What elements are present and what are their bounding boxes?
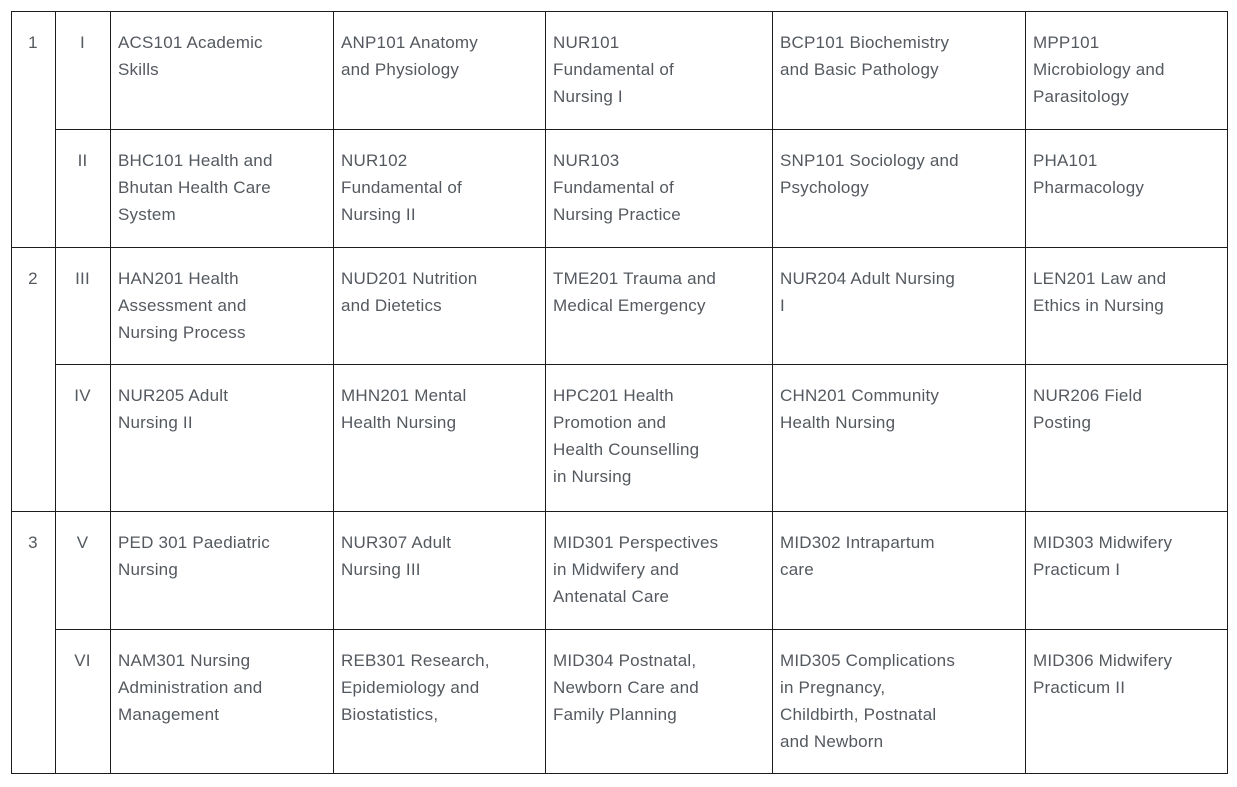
table-row: IV NUR205 Adult Nursing II MHN201 Mental…: [12, 364, 1228, 512]
year-cell: 1: [11, 11, 56, 248]
course-cell: MPP101 Microbiology and Parasitology: [1025, 11, 1228, 130]
semester-cell: VI: [55, 629, 111, 774]
table-row: 3 V PED 301 Paediatric Nursing NUR307 Ad…: [11, 511, 1228, 774]
course-cell: MID306 Midwifery Practicum II: [1025, 629, 1228, 774]
course-cell: ANP101 Anatomy and Physiology: [333, 11, 546, 130]
course-cell: NUR102 Fundamental of Nursing II: [333, 129, 546, 248]
course-cell: PHA101 Pharmacology: [1025, 129, 1228, 248]
course-cell: ACS101 Academic Skills: [110, 11, 334, 130]
year-cell: 3: [11, 511, 56, 774]
course-cell: CHN201 Community Health Nursing: [772, 364, 1026, 512]
table-row: II BHC101 Health and Bhutan Health Care …: [12, 129, 1228, 248]
table-row: VI NAM301 Nursing Administration and Man…: [12, 629, 1228, 774]
course-cell: NUR307 Adult Nursing III: [333, 511, 546, 630]
course-cell: NUR204 Adult Nursing I: [772, 247, 1026, 365]
course-cell: MID303 Midwifery Practicum I: [1025, 511, 1228, 630]
semester-cell: V: [55, 511, 111, 630]
table-row: 2 III HAN201 Health Assessment and Nursi…: [11, 247, 1228, 512]
year-cell: 2: [11, 247, 56, 512]
course-cell: NUR205 Adult Nursing II: [110, 364, 334, 512]
semester-cell: I: [55, 11, 111, 130]
course-cell: HAN201 Health Assessment and Nursing Pro…: [110, 247, 334, 365]
course-cell: BHC101 Health and Bhutan Health Care Sys…: [110, 129, 334, 248]
course-cell: NAM301 Nursing Administration and Manage…: [110, 629, 334, 774]
course-cell: HPC201 Health Promotion and Health Couns…: [545, 364, 773, 512]
course-cell: MID305 Complications in Pregnancy, Child…: [772, 629, 1026, 774]
course-cell: SNP101 Sociology and Psychology: [772, 129, 1026, 248]
course-cell: REB301 Research, Epidemiology and Biosta…: [333, 629, 546, 774]
course-cell: NUR206 Field Posting: [1025, 364, 1228, 512]
course-cell: MHN201 Mental Health Nursing: [333, 364, 546, 512]
table-row: 1 I ACS101 Academic Skills ANP101 Anatom…: [11, 11, 1228, 248]
course-cell: NUD201 Nutrition and Dietetics: [333, 247, 546, 365]
course-cell: TME201 Trauma and Medical Emergency: [545, 247, 773, 365]
course-cell: NUR101 Fundamental of Nursing I: [545, 11, 773, 130]
semester-cell: II: [55, 129, 111, 248]
course-cell: NUR103 Fundamental of Nursing Practice: [545, 129, 773, 248]
course-cell: MID301 Perspectives in Midwifery and Ant…: [545, 511, 773, 630]
curriculum-table: 1 I ACS101 Academic Skills ANP101 Anatom…: [11, 11, 1228, 774]
course-cell: LEN201 Law and Ethics in Nursing: [1025, 247, 1228, 365]
semester-cell: IV: [55, 364, 111, 512]
course-cell: BCP101 Biochemistry and Basic Pathology: [772, 11, 1026, 130]
semester-cell: III: [55, 247, 111, 365]
course-cell: PED 301 Paediatric Nursing: [110, 511, 334, 630]
course-cell: MID302 Intrapartum care: [772, 511, 1026, 630]
course-cell: MID304 Postnatal, Newborn Care and Famil…: [545, 629, 773, 774]
